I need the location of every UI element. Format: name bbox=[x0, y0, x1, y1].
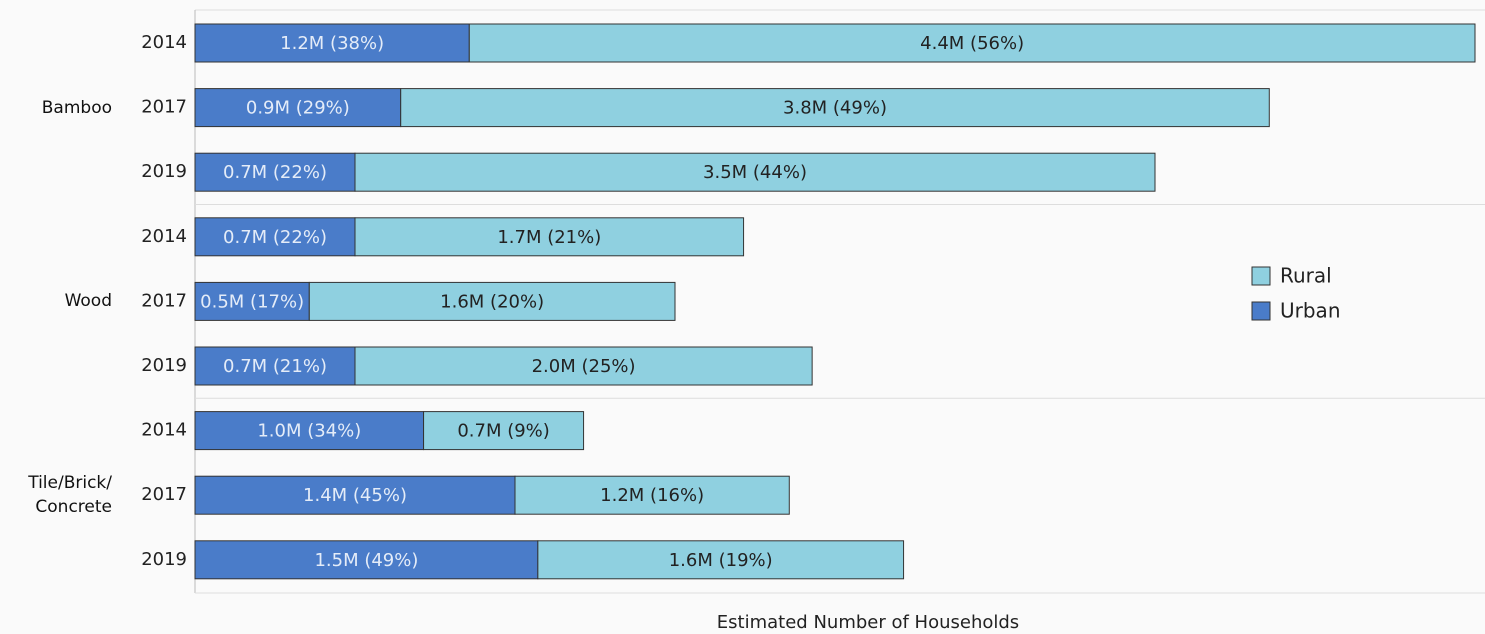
group-label: Bamboo bbox=[41, 97, 112, 118]
bar-segment bbox=[468, 23, 1476, 63]
legend-label: Rural bbox=[1280, 264, 1332, 288]
data-label: 4.4M (56%) bbox=[920, 33, 1024, 54]
x-axis-title: Estimated Number of Households bbox=[717, 612, 1019, 633]
group-label: Tile/Brick/ Concrete bbox=[28, 473, 112, 518]
bar-segment bbox=[423, 411, 585, 451]
group-label-box: Bamboo bbox=[41, 97, 112, 118]
data-label: 0.5M (17%) bbox=[200, 291, 304, 312]
data-label: 1.0M (34%) bbox=[257, 421, 361, 442]
data-label: 1.2M (16%) bbox=[600, 485, 704, 506]
bar-segment bbox=[308, 281, 676, 321]
data-label: 3.8M (49%) bbox=[783, 98, 887, 119]
legend-label: Urban bbox=[1280, 299, 1341, 323]
bar-segment bbox=[194, 217, 356, 257]
y-tick-label: 2019 bbox=[141, 161, 187, 182]
y-tick-label: 2014 bbox=[141, 226, 187, 247]
y-tick-label: 2017 bbox=[141, 97, 187, 118]
legend-swatch bbox=[1251, 266, 1271, 286]
y-tick-label: 2014 bbox=[141, 32, 187, 53]
y-tick-label: 2019 bbox=[141, 355, 187, 376]
bar-segment bbox=[194, 540, 539, 580]
data-label: 1.7M (21%) bbox=[497, 227, 601, 248]
data-label: 0.7M (22%) bbox=[223, 227, 327, 248]
data-label: 0.7M (21%) bbox=[223, 356, 327, 377]
bar-segment bbox=[354, 346, 813, 386]
data-label: 0.9M (29%) bbox=[246, 98, 350, 119]
legend: Rural Urban bbox=[1251, 264, 1341, 323]
bar-segment bbox=[537, 540, 905, 580]
y-tick-label: 2019 bbox=[141, 549, 187, 570]
data-label: 1.5M (49%) bbox=[314, 550, 418, 571]
bar-segment bbox=[194, 281, 310, 321]
group-label-box: Wood bbox=[64, 291, 112, 312]
legend-swatch bbox=[1251, 301, 1271, 321]
data-label: 0.7M (22%) bbox=[223, 162, 327, 183]
bar-segment bbox=[514, 475, 790, 515]
y-tick-label: 2017 bbox=[141, 290, 187, 311]
group-label-box: Tile/Brick/ Concrete bbox=[28, 473, 112, 518]
bar-segment bbox=[400, 88, 1270, 128]
data-label: 2.0M (25%) bbox=[532, 356, 636, 377]
bar-segment bbox=[354, 217, 745, 257]
group-label: Wood bbox=[64, 291, 112, 312]
data-label: 3.5M (44%) bbox=[703, 162, 807, 183]
data-label: 1.6M (19%) bbox=[669, 550, 773, 571]
data-label: 1.2M (38%) bbox=[280, 33, 384, 54]
data-label: 1.6M (20%) bbox=[440, 291, 544, 312]
bar-segment bbox=[194, 411, 425, 451]
bar-segment bbox=[354, 152, 1156, 192]
y-tick-label: 2017 bbox=[141, 484, 187, 505]
data-label: 1.4M (45%) bbox=[303, 485, 407, 506]
bar-segment bbox=[194, 475, 516, 515]
y-tick-label: 2014 bbox=[141, 420, 187, 441]
data-label: 0.7M (9%) bbox=[457, 421, 549, 442]
bar-segment bbox=[194, 23, 470, 63]
bar-segment bbox=[194, 346, 356, 386]
